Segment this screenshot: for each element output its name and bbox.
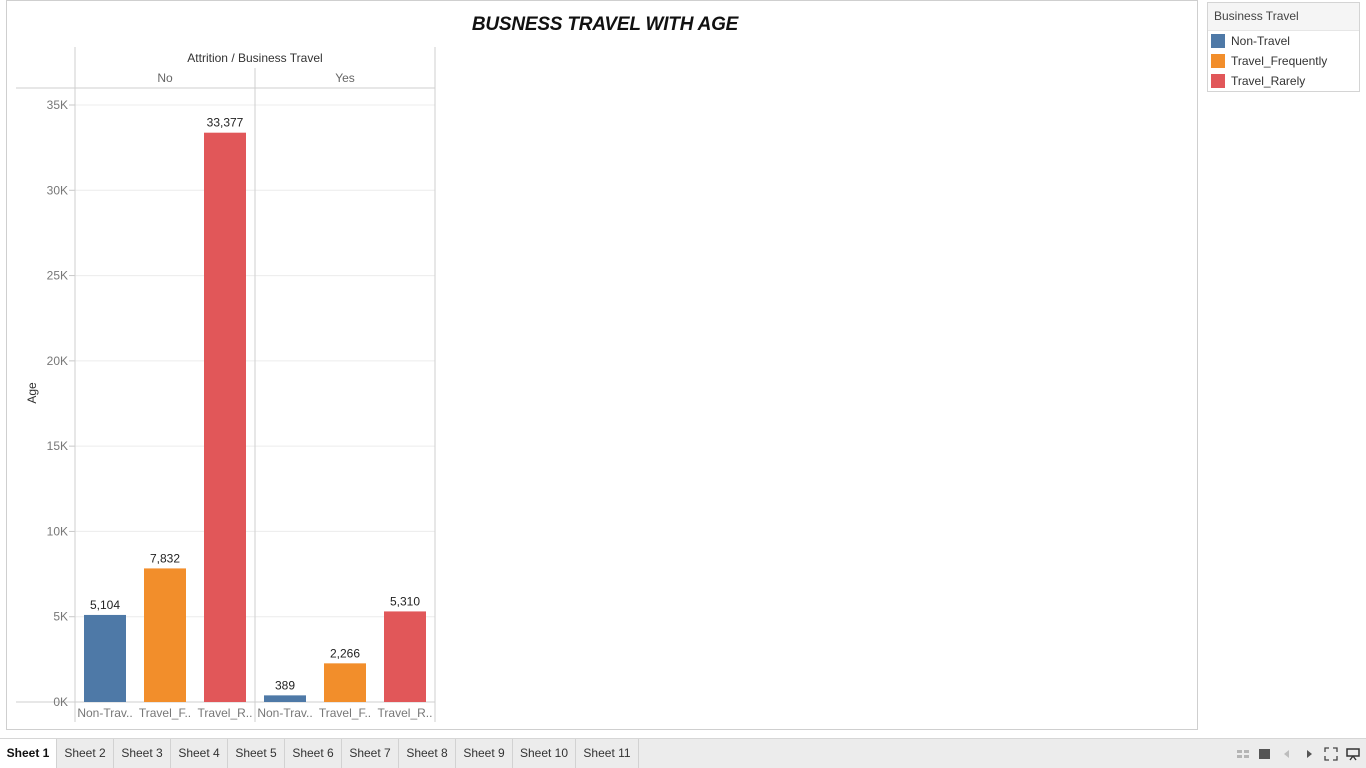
x-tick-label: Travel_R..: [378, 706, 433, 720]
data-label: 5,310: [390, 594, 420, 608]
y-tick-label: 30K: [47, 183, 68, 197]
chart-text: Attrition / Business Travel Age 0K 5K 10K 1…: [25, 51, 432, 720]
sheet-tab-10[interactable]: Sheet 10: [513, 739, 576, 768]
data-label: 7,832: [150, 551, 180, 565]
presentation-mode-icon[interactable]: [1346, 747, 1360, 761]
x-tick-label: Travel_R..: [198, 706, 253, 720]
pane-header: No: [157, 71, 173, 85]
legend: Business Travel Non-Travel Travel_Freque…: [1207, 2, 1360, 92]
legend-swatch: [1211, 74, 1225, 88]
legend-item-travel-rarely[interactable]: Travel_Rarely: [1208, 71, 1359, 91]
bar: [264, 695, 306, 702]
column-header: Attrition / Business Travel: [187, 51, 322, 65]
data-label: 5,104: [90, 598, 120, 612]
chart-title: BUSNESS TRAVEL WITH AGE: [471, 14, 739, 35]
fit-screen-icon[interactable]: [1324, 747, 1338, 761]
sheet-tab-9[interactable]: Sheet 9: [456, 739, 513, 768]
sheet-tab-2[interactable]: Sheet 2: [57, 739, 114, 768]
bar: [384, 611, 426, 702]
x-tick-label: Travel_F..: [319, 706, 371, 720]
legend-swatch: [1211, 34, 1225, 48]
legend-item-non-travel[interactable]: Non-Travel: [1208, 31, 1359, 51]
x-tick-label: Non-Trav..: [77, 706, 132, 720]
bar: [324, 663, 366, 702]
grid-view-icon[interactable]: [1236, 747, 1250, 761]
next-sheet-icon[interactable]: [1302, 747, 1316, 761]
bar: [144, 568, 186, 702]
single-view-icon[interactable]: [1258, 747, 1272, 761]
bar: [84, 614, 126, 702]
bar-chart: Attrition / Business Travel Age 0K 5K 10K 1…: [16, 47, 436, 722]
x-tick-label: Travel_F..: [139, 706, 191, 720]
sheet-tab-3[interactable]: Sheet 3: [114, 739, 171, 768]
sheet-tab-4[interactable]: Sheet 4: [171, 739, 228, 768]
legend-title: Business Travel: [1208, 3, 1359, 31]
legend-item-label: Travel_Frequently: [1231, 54, 1328, 68]
chart-frame: [16, 47, 436, 722]
sheet-tab-5[interactable]: Sheet 5: [228, 739, 285, 768]
sheet-tab-bar: Sheet 1 Sheet 2 Sheet 3 Sheet 4 Sheet 5 …: [0, 738, 1366, 768]
y-tick-label: 20K: [47, 354, 68, 368]
prev-sheet-icon[interactable]: [1280, 747, 1294, 761]
legend-item-label: Travel_Rarely: [1231, 74, 1306, 88]
sheet-tab-7[interactable]: Sheet 7: [342, 739, 399, 768]
bar: [204, 132, 246, 703]
bars: [84, 132, 426, 703]
y-axis-label: Age: [25, 382, 39, 404]
sheet-tab-6[interactable]: Sheet 6: [285, 739, 342, 768]
sheet-tab-1[interactable]: Sheet 1: [0, 739, 57, 768]
y-tick-label: 25K: [47, 269, 68, 283]
gridlines: [69, 104, 435, 703]
y-tick-label: 0K: [53, 695, 68, 709]
legend-item-label: Non-Travel: [1231, 34, 1290, 48]
data-label: 389: [275, 678, 295, 692]
x-tick-label: Non-Trav..: [257, 706, 312, 720]
y-tick-label: 10K: [47, 524, 68, 538]
sheet-tab-8[interactable]: Sheet 8: [399, 739, 456, 768]
y-tick-label: 5K: [53, 610, 68, 624]
legend-swatch: [1211, 54, 1225, 68]
data-label: 33,377: [207, 116, 244, 130]
legend-item-travel-frequently[interactable]: Travel_Frequently: [1208, 51, 1359, 71]
pane-header: Yes: [335, 71, 355, 85]
sheet-tab-11[interactable]: Sheet 11: [576, 739, 639, 768]
y-tick-label: 35K: [47, 98, 68, 112]
y-tick-label: 15K: [47, 439, 68, 453]
data-label: 2,266: [330, 646, 360, 660]
